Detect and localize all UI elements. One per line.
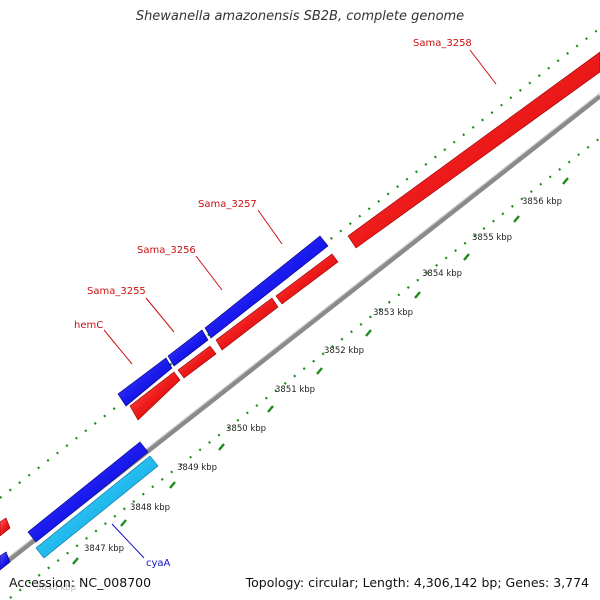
gene-reverse-1[interactable] <box>177 345 217 379</box>
gene-edge-reverse[interactable] <box>0 517 11 537</box>
scale-label: 3853 kbp <box>373 308 413 318</box>
scale-labels: 3846 kbp 3847 kbp 3848 kbp 3849 kbp 3850… <box>36 197 562 593</box>
gene-lower-forward[interactable] <box>27 441 149 543</box>
label-cyaa[interactable]: cyaA <box>146 558 171 569</box>
gene-edge-forward[interactable] <box>0 551 11 571</box>
label-sama-3257[interactable]: Sama_3257 <box>198 199 257 210</box>
gene-hemc-reverse[interactable] <box>129 371 181 421</box>
scale-label: 3847 kbp <box>84 544 124 554</box>
gene-reverse-3[interactable] <box>275 253 339 305</box>
scale-label: 3846 kbp <box>36 583 76 593</box>
gene-sama-3256[interactable] <box>167 329 209 367</box>
scale-label: 3848 kbp <box>130 503 170 513</box>
label-hemc[interactable]: hemC <box>74 320 103 331</box>
gene-sama-3258[interactable] <box>347 51 600 249</box>
scale-label: 3855 kbp <box>472 233 512 243</box>
tick-track-lower <box>9 137 600 599</box>
gene-sama-3257[interactable] <box>204 235 329 339</box>
gene-hemc[interactable] <box>117 357 173 407</box>
label-leaders <box>103 49 497 559</box>
label-sama-3258[interactable]: Sama_3258 <box>413 38 472 49</box>
scale-label: 3850 kbp <box>226 424 266 434</box>
label-sama-3256[interactable]: Sama_3256 <box>137 245 196 256</box>
reverse-strand-genes <box>0 51 600 537</box>
label-sama-3255[interactable]: Sama_3255 <box>87 286 146 297</box>
scale-label: 3852 kbp <box>324 346 364 356</box>
accession-text: Accession: NC_008700 <box>9 575 152 590</box>
forward-strand-genes <box>0 235 329 571</box>
major-ticks <box>72 177 569 565</box>
gene-reverse-2[interactable] <box>215 297 279 351</box>
genome-summary-text: Topology: circular; Length: 4,306,142 bp… <box>245 575 589 590</box>
feature-labels: Sama_3258 Sama_3257 Sama_3256 Sama_3255 … <box>74 38 472 569</box>
scale-label: 3849 kbp <box>177 463 217 473</box>
scale-label: 3851 kbp <box>275 385 315 395</box>
map-title: Shewanella amazonensis SB2B, complete ge… <box>135 9 465 24</box>
gene-cyaa[interactable] <box>35 455 159 559</box>
scale-label: 3856 kbp <box>522 197 562 207</box>
scale-label: 3854 kbp <box>422 269 462 279</box>
